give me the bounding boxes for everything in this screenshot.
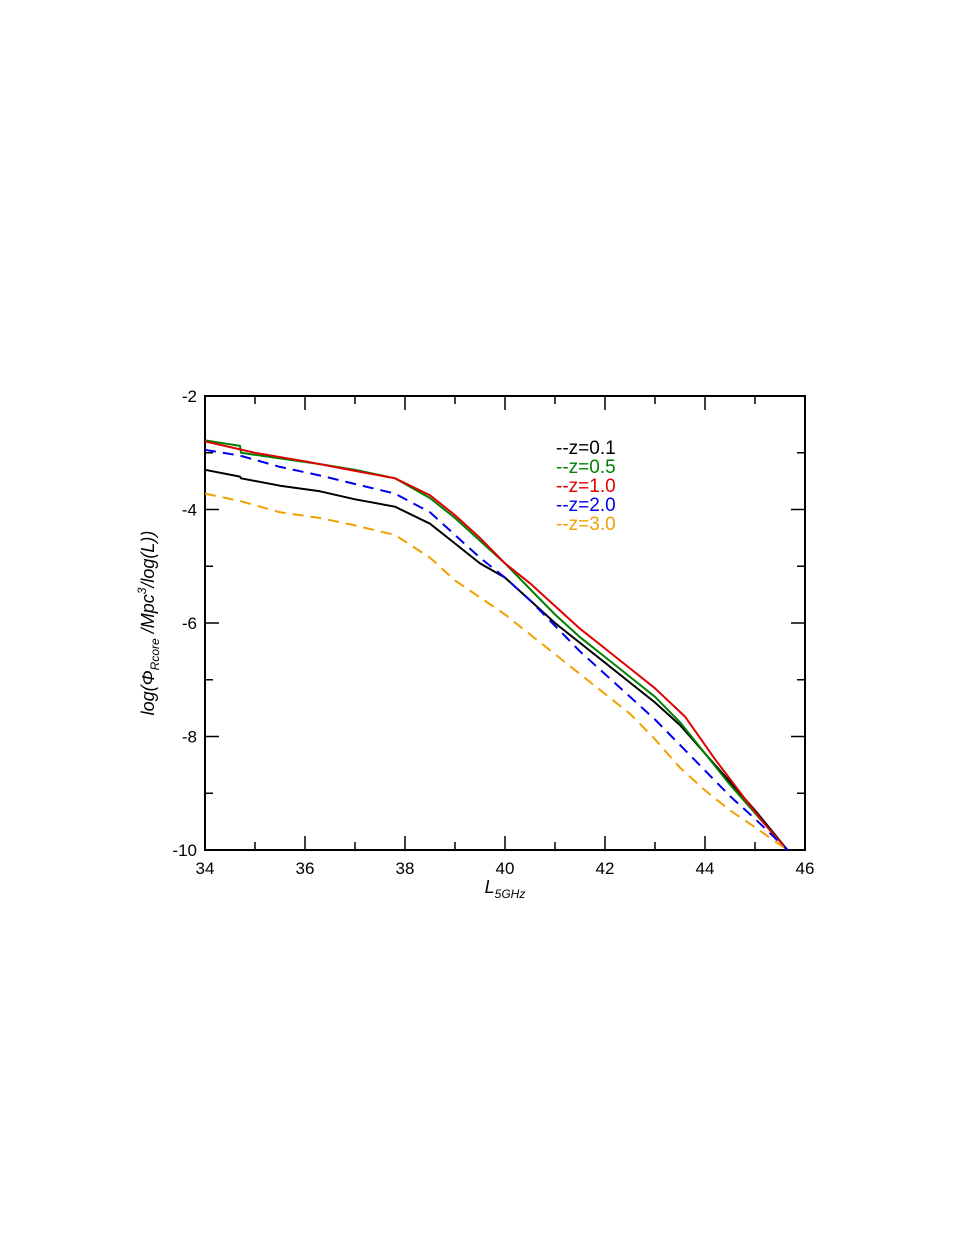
plot-frame [204, 395, 806, 851]
series-group [204, 439, 789, 851]
axis-ticks [204, 395, 806, 851]
legend-entry: --z=2.0 [556, 495, 616, 516]
y-tick-label: -4 [182, 501, 197, 520]
y-axis-title: log(ΦRcore /Mpc3/log(L)) [135, 531, 162, 716]
axis-tick-labels: 34 36 38 40 42 44 46 -10 -8 -6 -4 -2 [172, 387, 814, 878]
series-line-0 [204, 468, 789, 851]
y-tick-label: -6 [182, 614, 197, 633]
x-tick-label: 46 [796, 859, 815, 878]
legend: --z=0.1--z=0.5--z=1.0--z=2.0--z=3.0 [556, 438, 616, 535]
x-tick-label: 36 [296, 859, 315, 878]
y-tick-label: -8 [182, 728, 197, 747]
legend-entry: --z=0.1 [556, 438, 616, 459]
y-tick-label: -10 [172, 841, 197, 860]
series-line-1 [204, 439, 789, 851]
y-tick-label: -2 [182, 387, 197, 406]
series-line-4 [204, 492, 789, 851]
x-axis-title: L5GHz [485, 877, 526, 901]
x-tick-label: 44 [696, 859, 715, 878]
legend-entry: --z=1.0 [556, 476, 616, 497]
x-tick-label: 38 [396, 859, 415, 878]
legend-entry: --z=0.5 [556, 457, 616, 478]
x-tick-label: 34 [196, 859, 215, 878]
x-tick-label: 42 [596, 859, 615, 878]
series-line-2 [204, 440, 789, 851]
series-line-3 [204, 448, 789, 851]
x-tick-label: 40 [496, 859, 515, 878]
legend-entry: --z=3.0 [556, 514, 616, 535]
